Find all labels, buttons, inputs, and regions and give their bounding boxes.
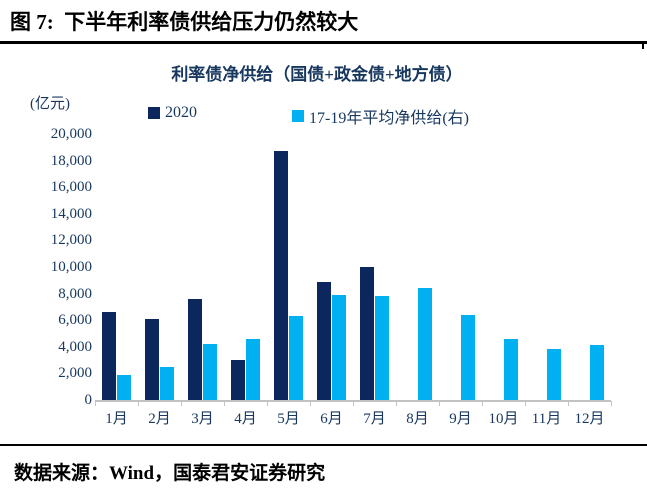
x-axis-label: 4月 <box>234 411 257 427</box>
data-source: 数据来源：Wind，国泰君安证券研究 <box>14 463 326 484</box>
y-axis-tick-label: 12,000 <box>50 232 92 249</box>
bar-avg-17-19-m9 <box>461 314 475 400</box>
bar-2020-m6 <box>317 281 331 400</box>
figure-title: 图 7: 下半年利率债供给压力仍然较大 <box>10 10 359 34</box>
x-axis-label: 3月 <box>191 411 214 427</box>
legend-item-avg-17-19: 17-19年平均净供给(右) <box>292 104 469 128</box>
x-axis-tick-mark <box>310 401 311 406</box>
y-axis-tick-label: 10,000 <box>50 259 92 275</box>
x-axis-tick-mark <box>396 401 397 406</box>
bar-avg-17-19-m3 <box>203 344 217 400</box>
bar-avg-17-19-m6 <box>332 294 346 400</box>
x-axis-tick-mark <box>482 401 483 406</box>
legend-item-2020: 2020 <box>148 104 197 122</box>
footer-divider <box>0 444 647 446</box>
bar-avg-17-19-m1 <box>117 374 131 400</box>
x-axis-tick-mark <box>138 401 139 406</box>
x-axis-label: 11月 <box>531 411 562 427</box>
bar-2020-m7 <box>360 267 374 400</box>
x-axis-tick-mark <box>95 401 96 406</box>
bar-2020-m4 <box>231 360 245 400</box>
chart-title: 利率债净供给（国债+政金债+地方债） <box>171 65 463 84</box>
bar-avg-17-19-m5 <box>289 316 303 400</box>
x-axis-tick-mark <box>611 401 612 406</box>
x-axis-tick-mark <box>267 401 268 406</box>
y-axis-tick-label: 16,000 <box>50 179 92 196</box>
bar-avg-17-19-m7 <box>375 296 389 400</box>
y-axis-tick-label: 20,000 <box>50 126 92 142</box>
bar-2020-m5 <box>274 151 288 400</box>
y-axis-tick-label: 0 <box>84 392 93 408</box>
legend-label-avg-17-19: 17-19年平均净供给(右) <box>309 110 469 127</box>
x-axis-tick-mark <box>525 401 526 406</box>
legend-swatch-2020 <box>148 107 160 119</box>
plot-area <box>95 134 611 402</box>
y-axis-tick-label: 8,000 <box>58 285 92 302</box>
bar-avg-17-19-m12 <box>590 345 604 400</box>
x-axis-tick-mark <box>181 401 182 406</box>
legend-label-2020: 2020 <box>165 104 197 121</box>
y-axis-tick-label: 6,000 <box>58 312 92 329</box>
x-axis-label: 10月 <box>488 411 519 427</box>
legend-swatch-avg-17-19 <box>292 110 304 122</box>
y-axis-tick-label: 18,000 <box>50 152 92 169</box>
x-axis-label: 6月 <box>320 411 343 427</box>
x-axis-tick-mark <box>439 401 440 406</box>
x-axis-tick-mark <box>568 401 569 406</box>
bar-2020-m1 <box>102 312 116 400</box>
x-axis-label: 12月 <box>574 411 605 427</box>
x-axis-tick-mark <box>224 401 225 406</box>
bar-avg-17-19-m11 <box>547 349 561 400</box>
bar-avg-17-19-m4 <box>246 338 260 400</box>
x-axis-label: 2月 <box>148 411 171 427</box>
x-axis-tick-mark <box>353 401 354 406</box>
y-axis-tick-label: 2,000 <box>58 365 92 382</box>
bar-2020-m2 <box>145 318 159 400</box>
x-axis-label: 1月 <box>105 411 128 427</box>
x-axis-label: 8月 <box>406 411 429 427</box>
y-axis-tick-label: 14,000 <box>50 205 92 222</box>
y-axis-tick-label: 4,000 <box>58 338 92 355</box>
y-axis-unit-label: (亿元) <box>30 96 70 112</box>
bar-avg-17-19-m10 <box>504 338 518 400</box>
x-axis-label: 5月 <box>277 411 300 427</box>
bar-avg-17-19-m2 <box>160 366 174 400</box>
bar-2020-m3 <box>188 298 202 400</box>
x-axis-label: 7月 <box>363 411 386 427</box>
title-divider-end-tick <box>642 44 644 49</box>
x-axis-label: 9月 <box>449 411 472 427</box>
title-divider <box>0 41 647 44</box>
bar-avg-17-19-m8 <box>418 288 432 400</box>
